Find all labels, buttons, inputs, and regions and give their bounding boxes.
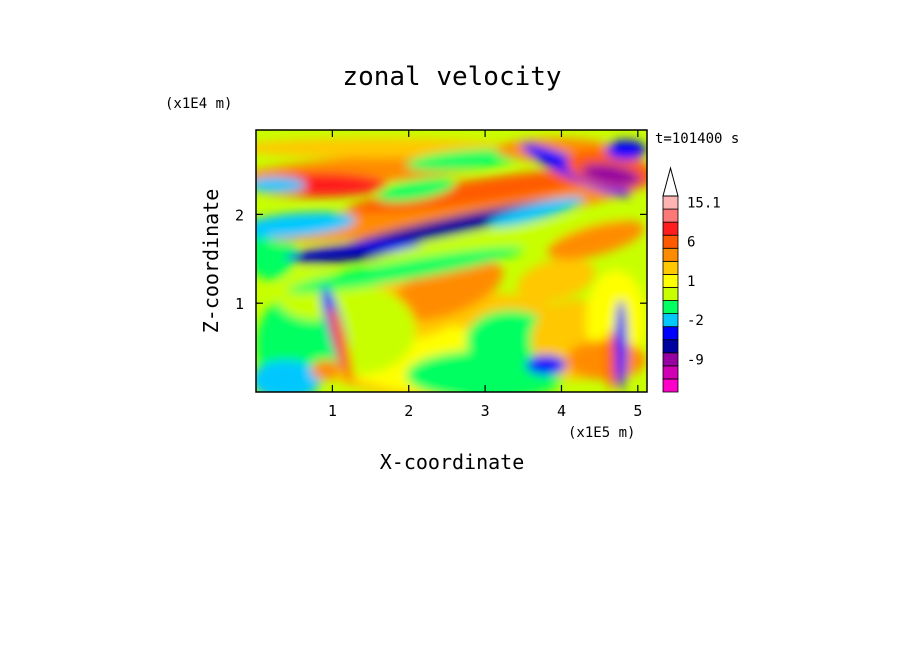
colorbar-extend-arrow bbox=[662, 166, 679, 197]
colorbar-band bbox=[662, 365, 679, 380]
colorbar-label: 6 bbox=[687, 235, 695, 251]
contour-region bbox=[606, 330, 616, 390]
x-tick-label: 5 bbox=[633, 402, 642, 420]
x-tick-label: 4 bbox=[557, 402, 566, 420]
contour-region bbox=[517, 258, 595, 302]
contour-region bbox=[311, 360, 341, 380]
colorbar-band bbox=[662, 273, 679, 288]
colorbar-band bbox=[662, 195, 679, 210]
contour-region bbox=[256, 211, 356, 239]
colorbar-band bbox=[662, 326, 679, 341]
colorbar-band bbox=[662, 352, 679, 367]
contour-region bbox=[487, 196, 585, 228]
colorbar-label: -2 bbox=[687, 313, 704, 329]
contour-region bbox=[376, 177, 456, 203]
colorbar-label: 1 bbox=[687, 274, 695, 290]
colorbar-band bbox=[662, 234, 679, 249]
contour-region bbox=[547, 220, 645, 260]
contour-region bbox=[615, 300, 627, 390]
colorbar-band bbox=[662, 287, 679, 301]
colorbar-label: -9 bbox=[687, 352, 704, 368]
contour-region bbox=[256, 360, 321, 392]
contour-region bbox=[287, 246, 525, 294]
x-axis-label: X-coordinate bbox=[380, 450, 525, 474]
y-scale-note: (x1E4 m) bbox=[165, 96, 232, 112]
colorbar-band bbox=[662, 221, 679, 236]
x-axis: 1 2 3 4 5 bbox=[328, 130, 642, 420]
colorbar-band bbox=[662, 247, 679, 262]
contour-field bbox=[256, 130, 647, 392]
colorbar-band bbox=[662, 300, 679, 314]
contour-region bbox=[267, 178, 645, 242]
x-tick-label: 1 bbox=[328, 402, 337, 420]
colorbar-label: 15.1 bbox=[687, 196, 721, 212]
colorbar-band bbox=[662, 339, 679, 354]
x-tick-label: 2 bbox=[404, 402, 413, 420]
contour-region bbox=[606, 140, 646, 160]
y-tick-label: 2 bbox=[235, 206, 244, 224]
contour-region bbox=[367, 215, 625, 265]
colorbar-band bbox=[662, 378, 679, 393]
contour-region bbox=[256, 177, 306, 193]
colorbar-band bbox=[662, 260, 679, 275]
y-axis: 12 bbox=[235, 206, 647, 313]
contour-region bbox=[526, 355, 566, 375]
contour-region bbox=[296, 248, 396, 264]
colorbar-band bbox=[662, 313, 679, 328]
contour-region bbox=[347, 167, 625, 213]
chart-title: zonal velocity bbox=[342, 62, 561, 92]
contour-region bbox=[581, 163, 641, 187]
x-scale-note: (x1E5 m) bbox=[568, 425, 635, 441]
x-tick-label: 3 bbox=[481, 402, 490, 420]
contour-region bbox=[388, 258, 504, 322]
y-axis-label: Z-coordinate bbox=[199, 189, 223, 334]
contour-region bbox=[329, 306, 353, 384]
colorbar: 15.1 6 1 -2 -9 bbox=[662, 166, 721, 393]
contour-region bbox=[406, 148, 526, 172]
y-tick-label: 1 bbox=[235, 295, 244, 313]
contour-region bbox=[466, 310, 556, 370]
colorbar-band bbox=[662, 208, 679, 223]
time-label: t=101400 s bbox=[655, 131, 739, 147]
plot-frame bbox=[255, 129, 648, 393]
